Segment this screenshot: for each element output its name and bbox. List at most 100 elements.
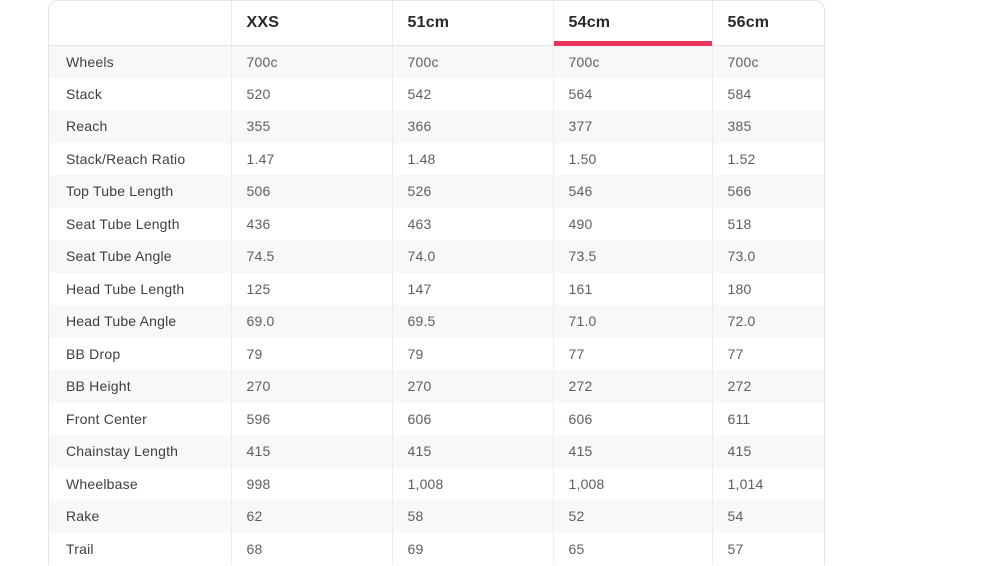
table-row-seat-tube-angle: Seat Tube Angle 74.5 74.0 73.5 73.0 (49, 240, 824, 273)
row-label: BB Drop (66, 345, 121, 362)
cell-value: 1.52 (711, 142, 824, 175)
row-label: Rake (66, 508, 100, 525)
cell-value: 71.0 (552, 305, 712, 338)
cell-value: 700c (391, 45, 553, 78)
column-header-blank (49, 1, 231, 46)
table-row-front-center: Front Center 596 606 606 611 (49, 402, 824, 435)
cell-value: 700c (711, 45, 824, 78)
cell-value: 1,014 (711, 467, 824, 500)
cell-value: 520 (230, 77, 392, 110)
cell-value: 700c (552, 45, 712, 78)
cell-value: 73.5 (552, 240, 712, 273)
header-row: XXS 51cm 54cm 56cm (49, 1, 824, 46)
row-label: Chainstay Length (66, 443, 179, 460)
size-column-headers: XXS 51cm 54cm 56cm (49, 1, 824, 46)
cell-value: 1.50 (552, 142, 712, 175)
cell-value: 596 (230, 402, 392, 435)
cell-value: 526 (391, 175, 553, 208)
cell-value: 415 (552, 435, 712, 468)
table-row-bb-drop: BB Drop 79 79 77 77 (49, 337, 824, 370)
cell-value: 490 (552, 207, 712, 240)
geometry-table: XXS 51cm 54cm 56cm Wheels 700c 700c 700c… (48, 0, 825, 565)
table-row-rake: Rake 62 58 52 54 (49, 500, 824, 533)
cell-value: 69 (391, 532, 553, 565)
cell-value: 69.0 (230, 305, 392, 338)
column-header-xxs[interactable]: XXS (230, 1, 392, 46)
cell-value: 584 (711, 77, 824, 110)
row-label: Top Tube Length (66, 183, 174, 200)
cell-value: 542 (391, 77, 553, 110)
table-row-chainstay-length: Chainstay Length 415 415 415 415 (49, 435, 824, 468)
cell-value: 1.47 (230, 142, 392, 175)
row-label: Stack/Reach Ratio (66, 150, 186, 167)
table-row-wheels: Wheels 700c 700c 700c 700c (49, 45, 824, 78)
cell-value: 506 (230, 175, 392, 208)
column-header-54cm-label: 54cm (568, 13, 611, 31)
cell-value: 52 (552, 500, 712, 533)
column-header-51cm[interactable]: 51cm (391, 1, 553, 46)
cell-value: 65 (552, 532, 712, 565)
cell-value: 79 (230, 337, 392, 370)
cell-value: 161 (552, 272, 712, 305)
cell-value: 270 (391, 370, 553, 403)
row-label: BB Height (66, 378, 131, 395)
cell-value: 606 (391, 402, 553, 435)
cell-value: 74.5 (230, 240, 392, 273)
cell-value: 79 (391, 337, 553, 370)
cell-value: 998 (230, 467, 392, 500)
cell-value: 366 (391, 110, 553, 143)
cell-value: 415 (711, 435, 824, 468)
cell-value: 58 (391, 500, 553, 533)
table-row-stack-reach-ratio: Stack/Reach Ratio 1.47 1.48 1.50 1.52 (49, 142, 824, 175)
cell-value: 415 (230, 435, 392, 468)
cell-value: 518 (711, 207, 824, 240)
table-row-trail: Trail 68 69 65 57 (49, 532, 824, 565)
cell-value: 57 (711, 532, 824, 565)
cell-value: 355 (230, 110, 392, 143)
cell-value: 566 (711, 175, 824, 208)
row-label: Seat Tube Length (66, 215, 180, 232)
table-row-reach: Reach 355 366 377 385 (49, 110, 824, 143)
selected-column-indicator (553, 40, 712, 46)
row-label: Wheels (66, 53, 114, 70)
row-label: Reach (66, 118, 108, 135)
table-row-bb-height: BB Height 270 270 272 272 (49, 370, 824, 403)
table-row-head-tube-length: Head Tube Length 125 147 161 180 (49, 272, 824, 305)
cell-value: 270 (230, 370, 392, 403)
cell-value: 62 (230, 500, 392, 533)
cell-value: 125 (230, 272, 392, 305)
cell-value: 77 (552, 337, 712, 370)
cell-value: 564 (552, 77, 712, 110)
row-label: Seat Tube Angle (66, 248, 172, 265)
row-label: Wheelbase (66, 475, 138, 492)
row-label: Head Tube Angle (66, 313, 177, 330)
geometry-rows: Wheels 700c 700c 700c 700c Stack 520 542… (49, 45, 824, 565)
table-row-top-tube-length: Top Tube Length 506 526 546 566 (49, 175, 824, 208)
cell-value: 385 (711, 110, 824, 143)
table-row-wheelbase: Wheelbase 998 1,008 1,008 1,014 (49, 467, 824, 500)
cell-value: 377 (552, 110, 712, 143)
cell-value: 180 (711, 272, 824, 305)
cell-value: 415 (391, 435, 553, 468)
cell-value: 611 (711, 402, 824, 435)
cell-value: 1,008 (391, 467, 553, 500)
cell-value: 436 (230, 207, 392, 240)
table-row-head-tube-angle: Head Tube Angle 69.0 69.5 71.0 72.0 (49, 305, 824, 338)
cell-value: 147 (391, 272, 553, 305)
column-header-56cm[interactable]: 56cm (711, 1, 824, 46)
row-label: Head Tube Length (66, 280, 185, 297)
cell-value: 546 (552, 175, 712, 208)
column-header-54cm[interactable]: 54cm (552, 1, 712, 46)
cell-value: 272 (711, 370, 824, 403)
cell-value: 272 (552, 370, 712, 403)
cell-value: 606 (552, 402, 712, 435)
cell-value: 74.0 (391, 240, 553, 273)
cell-value: 54 (711, 500, 824, 533)
cell-value: 68 (230, 532, 392, 565)
row-label: Front Center (66, 410, 147, 427)
cell-value: 1.48 (391, 142, 553, 175)
cell-value: 1,008 (552, 467, 712, 500)
cell-value: 72.0 (711, 305, 824, 338)
row-label: Trail (66, 540, 94, 557)
table-row-stack: Stack 520 542 564 584 (49, 77, 824, 110)
